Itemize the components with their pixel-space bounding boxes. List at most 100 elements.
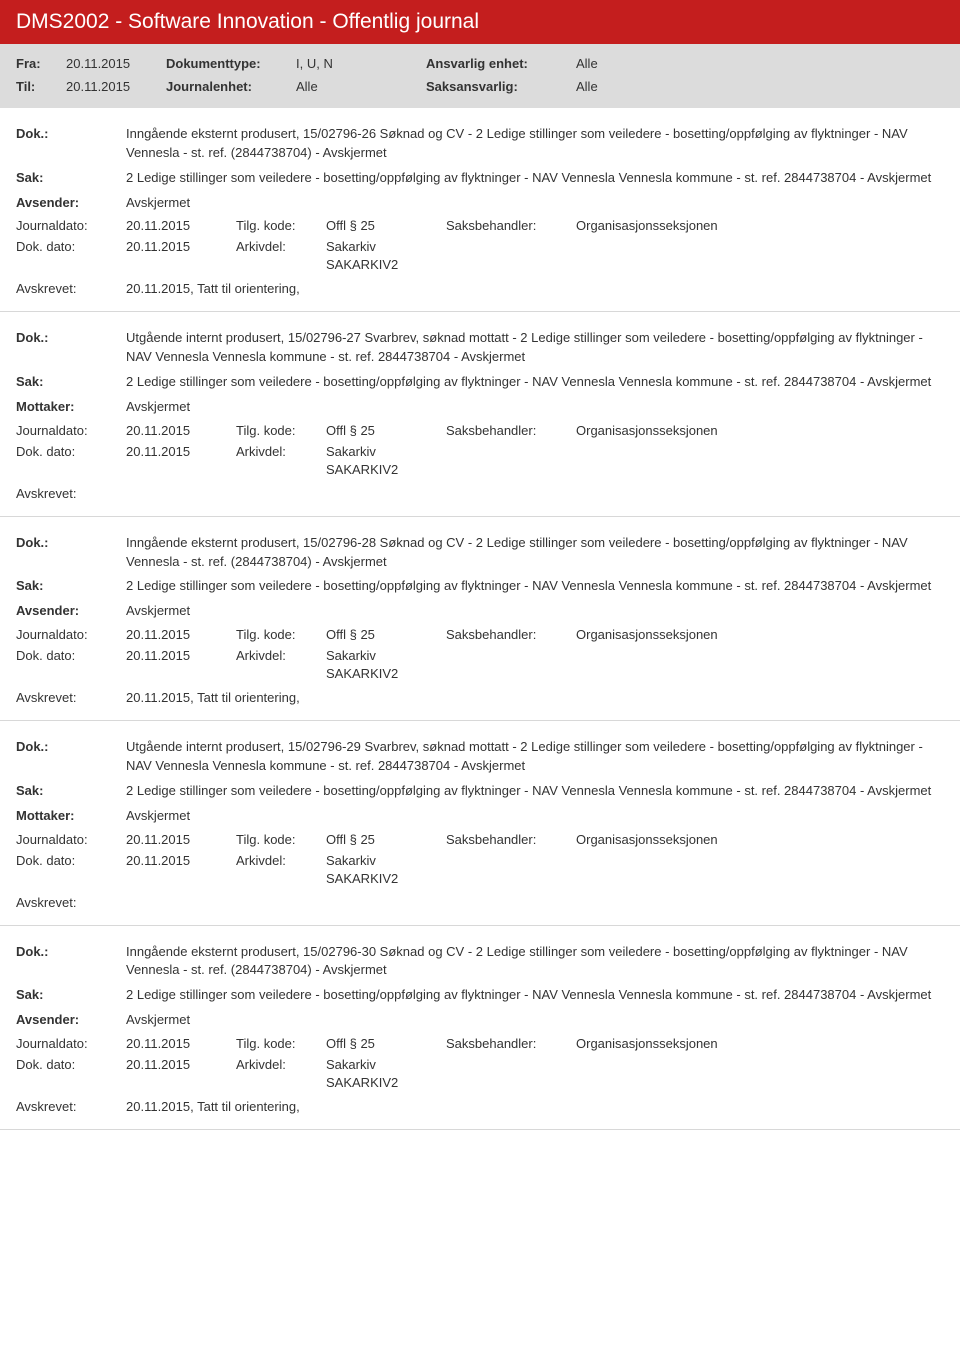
filter-row-2: Til: 20.11.2015 Journalenhet: Alle Saksa…: [16, 75, 944, 98]
arkivdel-label: Arkivdel:: [236, 648, 326, 663]
arkivdel-value-2: SAKARKIV2: [16, 257, 944, 272]
arkivdel-value-2: SAKARKIV2: [16, 1075, 944, 1090]
sak-text: 2 Ledige stillinger som veiledere - bose…: [126, 577, 944, 596]
journaldato-value: 20.11.2015: [126, 832, 236, 847]
journaldato-value: 20.11.2015: [126, 1036, 236, 1051]
party-value: Avskjermet: [126, 602, 944, 621]
party-label: Mottaker:: [16, 398, 126, 417]
saksbehandler-label: Saksbehandler:: [446, 832, 576, 847]
journaldato-label: Journaldato:: [16, 832, 126, 847]
tilgkode-value: Offl § 25: [326, 423, 446, 438]
party-value: Avskjermet: [126, 1011, 944, 1030]
arkivdel-value-1: Sakarkiv: [326, 239, 446, 254]
avskrevet-value: 20.11.2015, Tatt til orientering,: [126, 690, 944, 705]
journal-entry: Dok.: Utgående internt produsert, 15/027…: [0, 721, 960, 925]
sak-text: 2 Ledige stillinger som veiledere - bose…: [126, 986, 944, 1005]
party-value: Avskjermet: [126, 398, 944, 417]
til-label: Til:: [16, 79, 66, 94]
saksbehandler-label: Saksbehandler:: [446, 627, 576, 642]
til-value: 20.11.2015: [66, 79, 166, 94]
dokdato-label: Dok. dato:: [16, 444, 126, 459]
journalenhet-value: Alle: [296, 79, 426, 94]
party-value: Avskjermet: [126, 807, 944, 826]
arkivdel-value-2: SAKARKIV2: [16, 462, 944, 477]
arkivdel-value-2: SAKARKIV2: [16, 666, 944, 681]
saksbehandler-label: Saksbehandler:: [446, 218, 576, 233]
sak-label: Sak:: [16, 169, 126, 188]
journal-entry: Dok.: Utgående internt produsert, 15/027…: [0, 312, 960, 516]
tilgkode-label: Tilg. kode:: [236, 423, 326, 438]
journal-entry: Dok.: Inngående eksternt produsert, 15/0…: [0, 108, 960, 312]
arkivdel-label: Arkivdel:: [236, 853, 326, 868]
arkivdel-label: Arkivdel:: [236, 1057, 326, 1072]
dokdato-value: 20.11.2015: [126, 444, 236, 459]
saksansvarlig-label: Saksansvarlig:: [426, 79, 576, 94]
dok-text: Inngående eksternt produsert, 15/02796-2…: [126, 125, 944, 163]
journaldato-label: Journaldato:: [16, 627, 126, 642]
sak-label: Sak:: [16, 986, 126, 1005]
saksbehandler-value: Organisasjonsseksjonen: [576, 832, 944, 847]
page-title: DMS2002 - Software Innovation - Offentli…: [16, 10, 479, 33]
avskrevet-label: Avskrevet:: [16, 486, 126, 501]
arkivdel-label: Arkivdel:: [236, 444, 326, 459]
dok-label: Dok.:: [16, 534, 126, 572]
sak-text: 2 Ledige stillinger som veiledere - bose…: [126, 782, 944, 801]
saksbehandler-label: Saksbehandler:: [446, 1036, 576, 1051]
party-label: Avsender:: [16, 194, 126, 213]
dokdato-value: 20.11.2015: [126, 853, 236, 868]
dokdato-label: Dok. dato:: [16, 1057, 126, 1072]
journaldato-label: Journaldato:: [16, 218, 126, 233]
saksbehandler-value: Organisasjonsseksjonen: [576, 423, 944, 438]
filter-bar: Fra: 20.11.2015 Dokumenttype: I, U, N An…: [0, 44, 960, 108]
tilgkode-label: Tilg. kode:: [236, 627, 326, 642]
tilgkode-label: Tilg. kode:: [236, 1036, 326, 1051]
arkivdel-value-1: Sakarkiv: [326, 1057, 446, 1072]
tilgkode-label: Tilg. kode:: [236, 832, 326, 847]
avskrevet-label: Avskrevet:: [16, 1099, 126, 1114]
party-label: Avsender:: [16, 1011, 126, 1030]
dokdato-value: 20.11.2015: [126, 648, 236, 663]
arkivdel-value-1: Sakarkiv: [326, 444, 446, 459]
journaldato-value: 20.11.2015: [126, 218, 236, 233]
dokdato-label: Dok. dato:: [16, 239, 126, 254]
journaldato-value: 20.11.2015: [126, 423, 236, 438]
arkivdel-label: Arkivdel:: [236, 239, 326, 254]
header-bar: DMS2002 - Software Innovation - Offentli…: [0, 0, 960, 44]
dokdato-label: Dok. dato:: [16, 853, 126, 868]
filter-row-1: Fra: 20.11.2015 Dokumenttype: I, U, N An…: [16, 52, 944, 75]
saksbehandler-value: Organisasjonsseksjonen: [576, 1036, 944, 1051]
avskrevet-label: Avskrevet:: [16, 281, 126, 296]
dok-label: Dok.:: [16, 738, 126, 776]
dokdato-label: Dok. dato:: [16, 648, 126, 663]
dokdato-value: 20.11.2015: [126, 1057, 236, 1072]
journalenhet-label: Journalenhet:: [166, 79, 296, 94]
saksbehandler-value: Organisasjonsseksjonen: [576, 627, 944, 642]
ansvarlig-label: Ansvarlig enhet:: [426, 56, 576, 71]
dok-label: Dok.:: [16, 943, 126, 981]
dokumenttype-label: Dokumenttype:: [166, 56, 296, 71]
dokdato-value: 20.11.2015: [126, 239, 236, 254]
tilgkode-value: Offl § 25: [326, 1036, 446, 1051]
fra-label: Fra:: [16, 56, 66, 71]
tilgkode-value: Offl § 25: [326, 218, 446, 233]
journal-entry: Dok.: Inngående eksternt produsert, 15/0…: [0, 926, 960, 1130]
party-label: Avsender:: [16, 602, 126, 621]
dokumenttype-value: I, U, N: [296, 56, 426, 71]
dok-text: Utgående internt produsert, 15/02796-27 …: [126, 329, 944, 367]
sak-text: 2 Ledige stillinger som veiledere - bose…: [126, 373, 944, 392]
party-label: Mottaker:: [16, 807, 126, 826]
journaldato-value: 20.11.2015: [126, 627, 236, 642]
avskrevet-label: Avskrevet:: [16, 895, 126, 910]
sak-text: 2 Ledige stillinger som veiledere - bose…: [126, 169, 944, 188]
tilgkode-value: Offl § 25: [326, 832, 446, 847]
arkivdel-value-1: Sakarkiv: [326, 853, 446, 868]
fra-value: 20.11.2015: [66, 56, 166, 71]
sak-label: Sak:: [16, 373, 126, 392]
journaldato-label: Journaldato:: [16, 1036, 126, 1051]
party-value: Avskjermet: [126, 194, 944, 213]
entries-list: Dok.: Inngående eksternt produsert, 15/0…: [0, 108, 960, 1130]
sak-label: Sak:: [16, 782, 126, 801]
dok-label: Dok.:: [16, 125, 126, 163]
dok-text: Inngående eksternt produsert, 15/02796-3…: [126, 943, 944, 981]
saksbehandler-label: Saksbehandler:: [446, 423, 576, 438]
